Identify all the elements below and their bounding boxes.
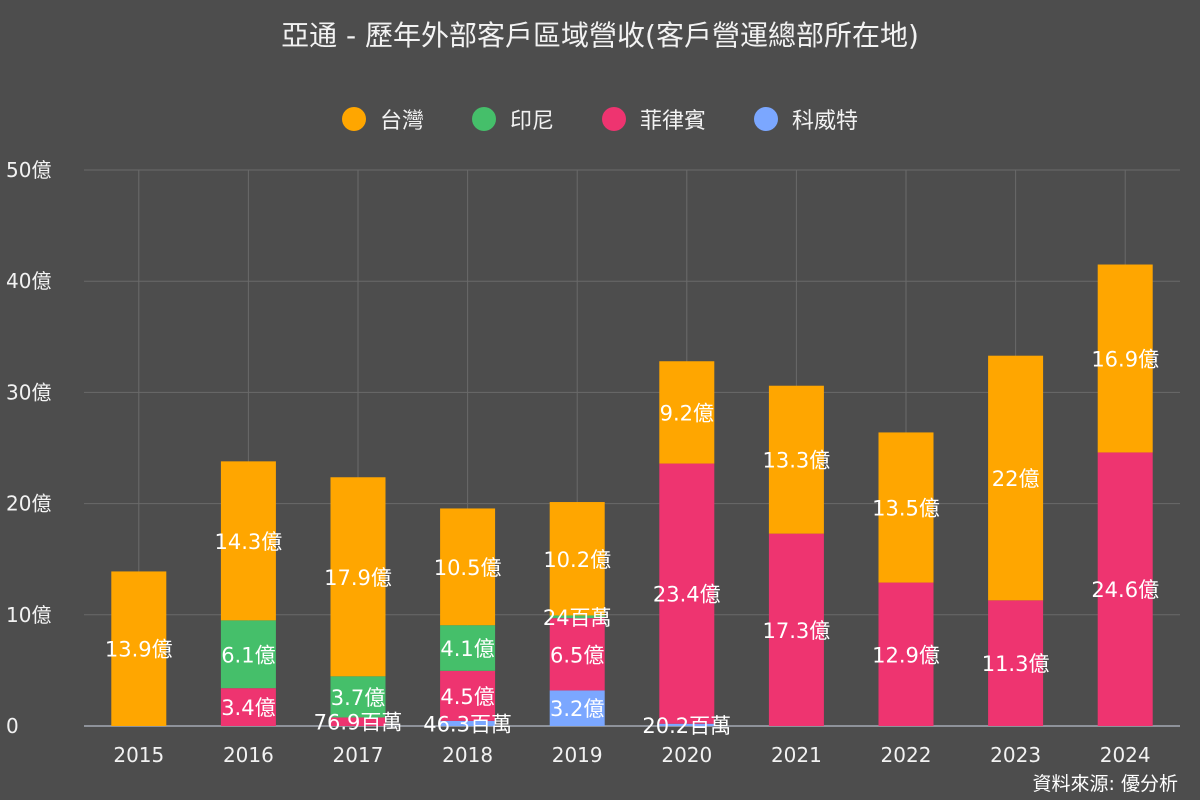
x-tick-label-2015: 2015: [113, 743, 164, 767]
data-label-台灣-2015: 13.9億: [105, 638, 173, 662]
data-label-菲律賓-2023: 11.3億: [982, 652, 1050, 676]
x-tick-label-2016: 2016: [223, 743, 274, 767]
bar-印尼-2017: [330, 676, 386, 718]
data-label-菲律賓-2017: 76.9百萬: [314, 711, 403, 735]
data-label-印尼-2018: 4.1億: [440, 637, 494, 661]
bar-台灣-2024: [1097, 264, 1153, 453]
data-label-台灣-2018: 10.5億: [434, 556, 502, 580]
bar-科威特-2018: [440, 720, 496, 726]
bar-菲律賓-2016: [220, 688, 276, 726]
data-label-科威特-2019: 3.2億: [550, 697, 604, 721]
bar-菲律賓-2024: [1097, 452, 1153, 726]
data-label-印尼-2019: 24百萬: [543, 606, 612, 630]
y-tick-label: 10億: [6, 603, 51, 627]
legend-item-印尼[interactable]: 印尼: [471, 103, 554, 135]
data-label-菲律賓-2021: 17.3億: [763, 619, 831, 643]
data-label-菲律賓-2016: 3.4億: [221, 696, 275, 720]
data-label-菲律賓-2018: 4.5億: [440, 685, 494, 709]
legend-label: 印尼: [509, 109, 554, 134]
data-label-菲律賓-2019: 6.5億: [550, 643, 604, 667]
data-label-菲律賓-2022: 12.9億: [872, 643, 940, 667]
x-tick-label-2024: 2024: [1100, 743, 1151, 767]
data-label-台灣-2023: 22億: [992, 467, 1040, 491]
bar-台灣-2020: [659, 361, 715, 464]
bar-台灣-2016: [220, 461, 276, 621]
legend-item-科威特[interactable]: 科威特: [754, 103, 858, 135]
data-label-台灣-2017: 17.9億: [324, 566, 392, 590]
bar-菲律賓-2019: [549, 618, 605, 691]
bar-菲律賓-2020: [659, 463, 715, 724]
data-label-台灣-2020: 9.2億: [660, 401, 714, 425]
data-label-菲律賓-2020: 23.4億: [653, 583, 721, 607]
x-tick-label-2021: 2021: [771, 743, 822, 767]
bar-菲律賓-2017: [330, 717, 386, 726]
data-label-印尼-2017: 3.7億: [331, 686, 385, 710]
data-label-台灣-2021: 13.3億: [763, 449, 831, 473]
y-tick-label: 0: [6, 714, 19, 738]
bar-台灣-2021: [768, 385, 824, 534]
bar-台灣-2019: [549, 502, 605, 616]
data-label-台灣-2019: 10.2億: [543, 548, 611, 572]
bar-印尼-2018: [440, 625, 496, 671]
x-tick-label-2017: 2017: [333, 743, 384, 767]
bar-台灣-2017: [330, 477, 386, 677]
data-label-科威特-2018: 46.3百萬: [423, 712, 512, 736]
legend-swatch: [754, 107, 779, 131]
legend-label: 科威特: [792, 109, 859, 134]
bar-菲律賓-2021: [768, 533, 824, 726]
bar-台灣-2015: [111, 571, 167, 726]
legend-swatch: [602, 107, 626, 131]
x-tick-label-2022: 2022: [881, 743, 932, 767]
y-tick-label: 50億: [6, 158, 51, 182]
legend-item-台灣[interactable]: 台灣: [341, 103, 424, 135]
bar-台灣-2023: [988, 355, 1044, 601]
data-label-科威特-2020: 20.2百萬: [642, 714, 731, 738]
bar-菲律賓-2018: [440, 670, 496, 721]
legend-label: 台灣: [379, 109, 424, 134]
bar-台灣-2018: [440, 508, 496, 626]
data-label-台灣-2022: 13.5億: [872, 496, 940, 520]
bar-菲律賓-2022: [878, 582, 934, 726]
legend-swatch: [341, 107, 366, 131]
x-tick-label-2019: 2019: [552, 743, 603, 767]
data-label-台灣-2024: 16.9億: [1091, 347, 1159, 371]
bar-印尼-2019: [549, 615, 605, 619]
bar-科威特-2019: [549, 690, 605, 726]
data-label-菲律賓-2024: 24.6億: [1091, 578, 1159, 602]
bar-印尼-2016: [220, 620, 276, 689]
source-note: 資料來源: 優分析: [1032, 773, 1178, 795]
y-tick-label: 20億: [6, 492, 51, 516]
x-tick-label-2020: 2020: [661, 743, 712, 767]
data-label-台灣-2016: 14.3億: [215, 530, 283, 554]
x-tick-label-2018: 2018: [442, 743, 493, 767]
x-tick-label-2023: 2023: [990, 743, 1041, 767]
chart-title: 亞通 - 歷年外部客戶區域營收(客戶營運總部所在地): [281, 19, 919, 52]
bar-科威特-2020: [659, 723, 715, 726]
data-label-印尼-2016: 6.1億: [221, 643, 275, 667]
y-tick-label: 30億: [6, 380, 51, 404]
bar-菲律賓-2023: [988, 600, 1044, 726]
legend: 台灣 印尼 菲律賓 科威特: [0, 103, 1200, 135]
legend-item-菲律賓[interactable]: 菲律賓: [602, 103, 706, 135]
y-tick-label: 40億: [6, 269, 51, 293]
legend-swatch: [471, 107, 496, 131]
bar-台灣-2022: [878, 432, 934, 583]
legend-label: 菲律賓: [640, 109, 707, 134]
